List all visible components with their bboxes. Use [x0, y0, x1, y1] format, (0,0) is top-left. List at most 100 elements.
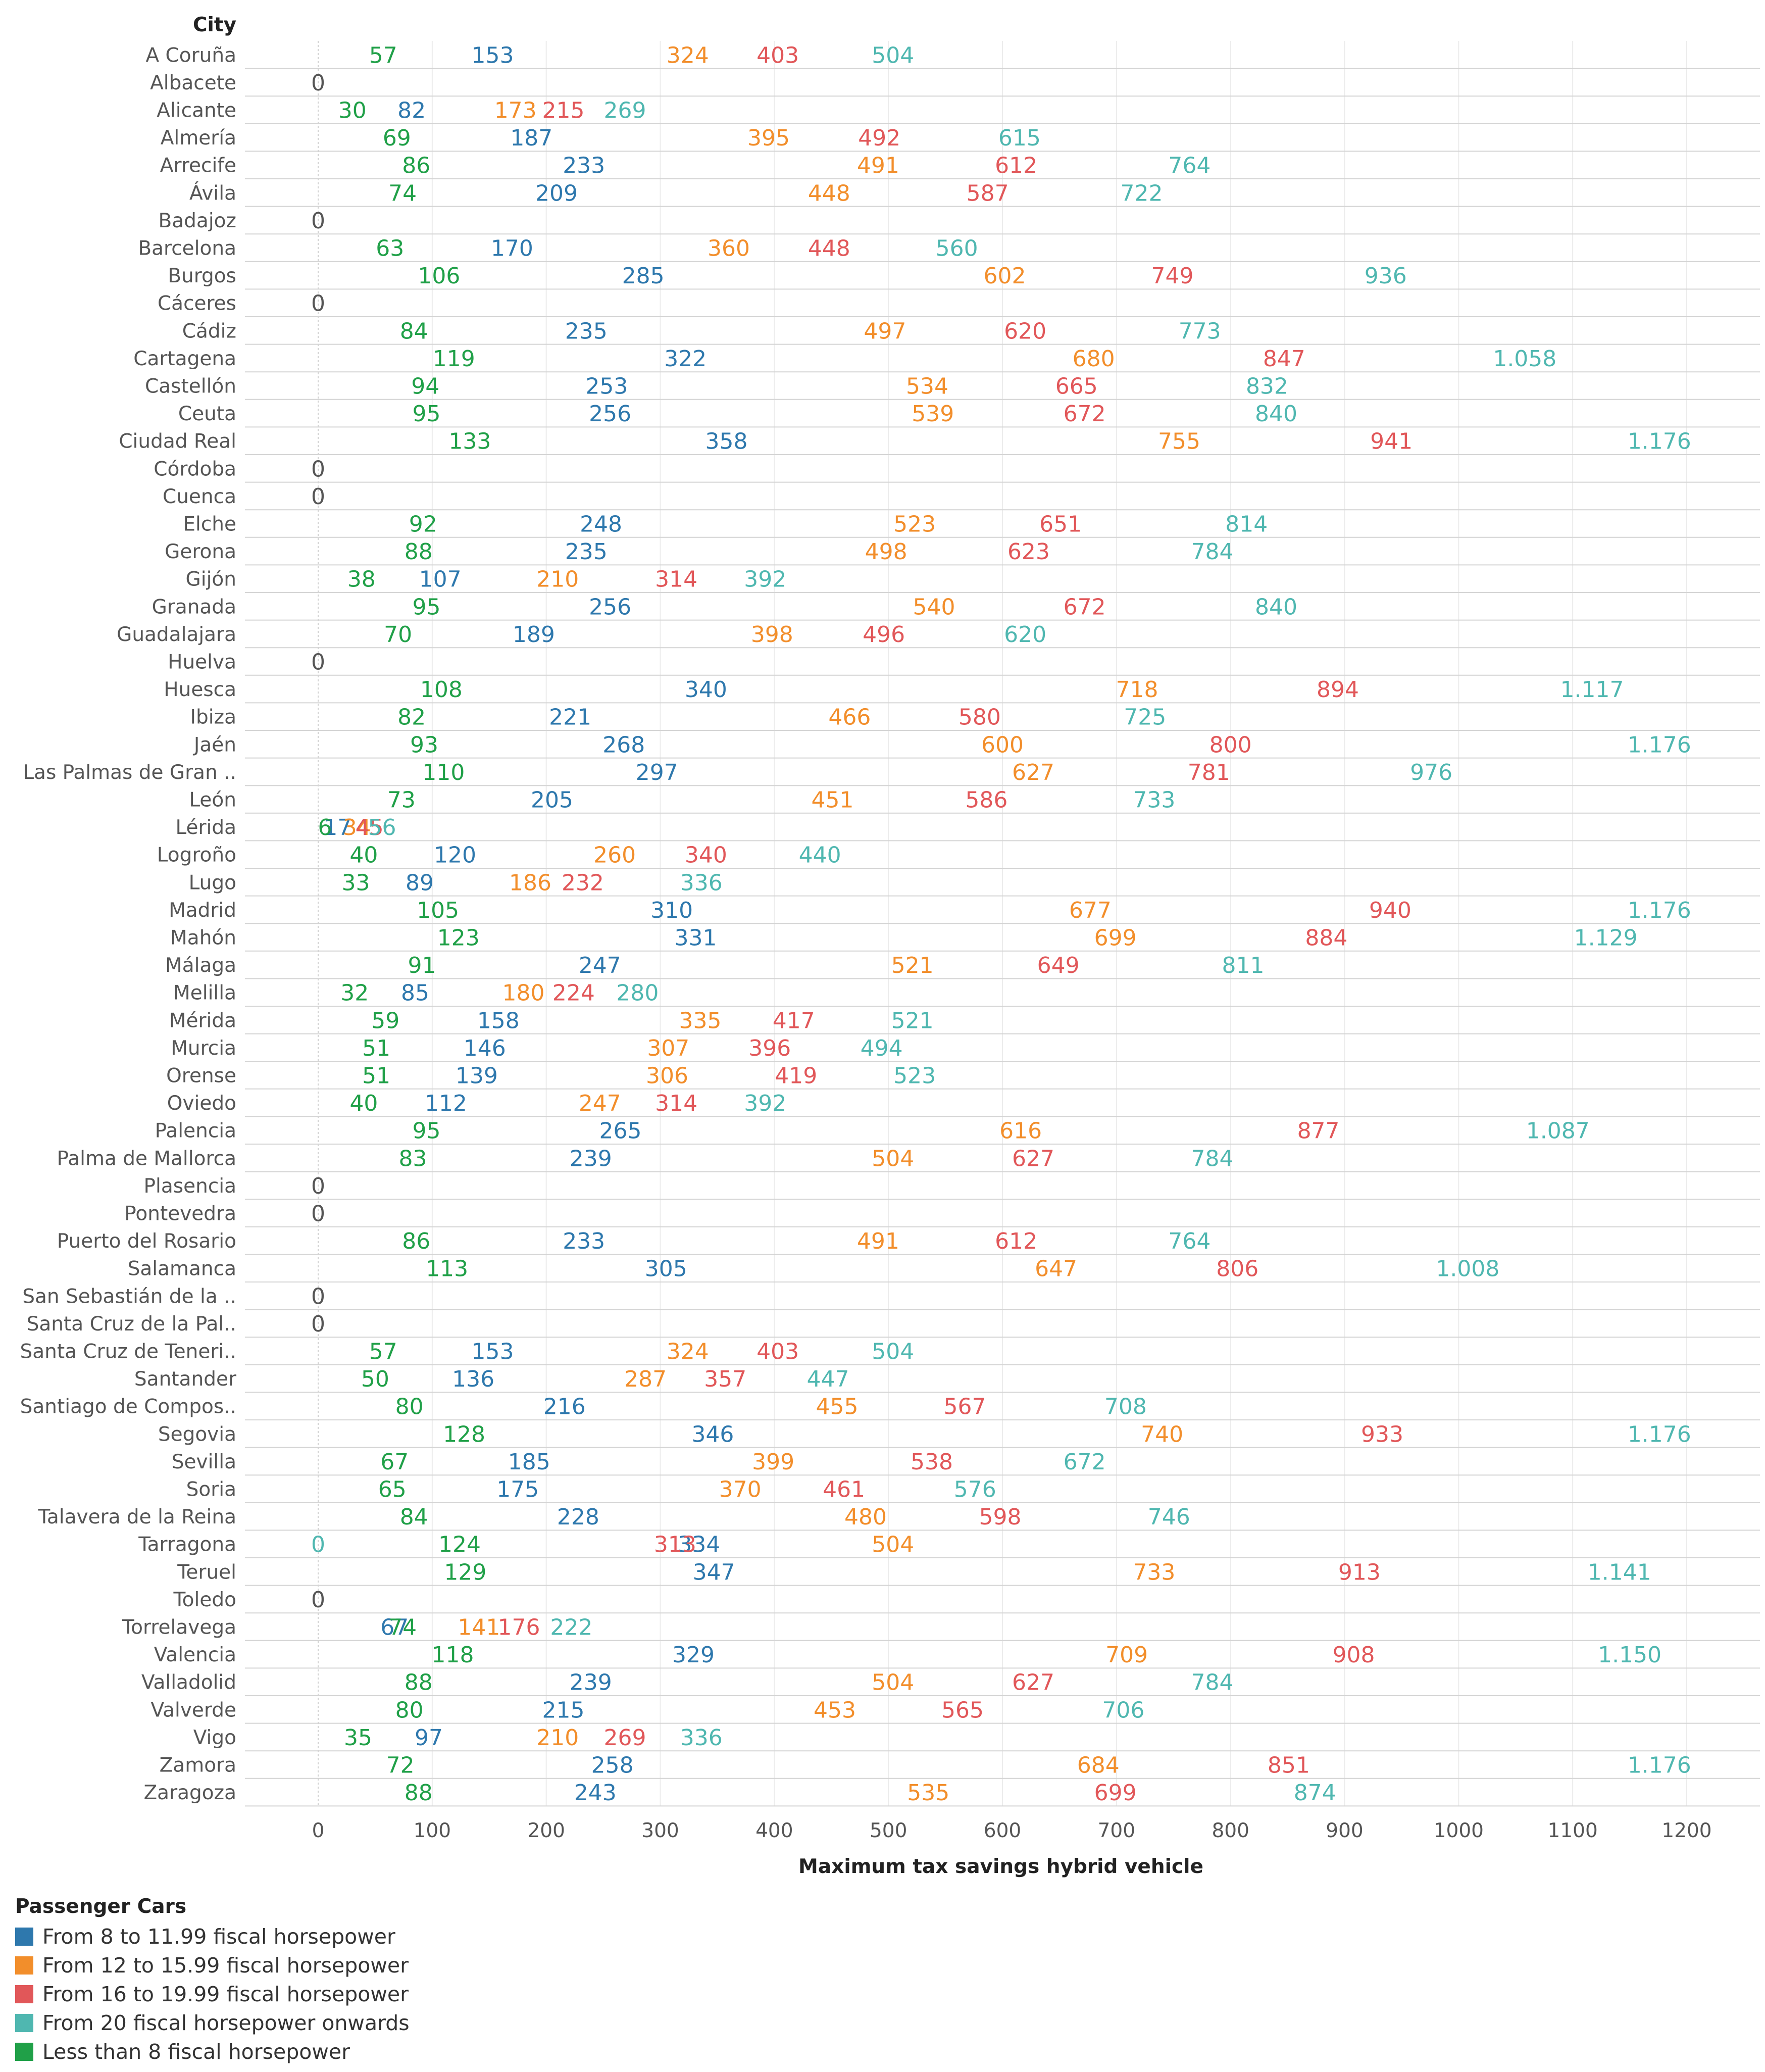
city-label: Sevilla [172, 1451, 236, 1473]
value-label-s16: 620 [1004, 318, 1046, 344]
value-label-slt8: 86 [402, 153, 430, 179]
legend-item[interactable]: Less than 8 fiscal horsepower [15, 2037, 410, 2066]
value-label-s12: 180 [502, 980, 545, 1006]
value-label-s8: 185 [508, 1449, 550, 1475]
value-label-s20: 1.117 [1560, 677, 1624, 703]
city-label: Mahón [170, 927, 236, 950]
legend-item[interactable]: From 8 to 11.99 fiscal horsepower [15, 1922, 410, 1951]
x-tick-label: 400 [755, 1819, 793, 1842]
value-label-s8: 347 [693, 1559, 735, 1585]
value-label-s8: 305 [645, 1256, 687, 1282]
value-label-s16: 565 [941, 1697, 984, 1723]
value-label-s12: 602 [984, 263, 1026, 289]
city-label: Valencia [154, 1644, 236, 1666]
legend-items: From 8 to 11.99 fiscal horsepower From 12… [15, 1922, 410, 2066]
value-label-s16: 340 [685, 843, 727, 868]
value-label-slt8: 86 [402, 1228, 430, 1254]
value-label-s12: 680 [1073, 346, 1115, 372]
city-label: Soria [186, 1478, 236, 1501]
value-label-s16: 781 [1188, 760, 1230, 785]
value-label-s16: 232 [562, 870, 604, 896]
value-label-s20: 840 [1255, 594, 1297, 620]
value-label-s12: 497 [864, 318, 906, 344]
value-label-s20: 560 [936, 236, 978, 262]
value-label-s20: 1.141 [1588, 1559, 1651, 1585]
value-label-zero: 0 [311, 1587, 325, 1613]
city-label: Gijón [186, 568, 236, 591]
legend-title: Passenger Cars [15, 1895, 187, 1918]
value-label-s8: 268 [602, 732, 645, 758]
tax-savings-chart: City A Coruña Albacete Alicante Almería Arre… [20, 14, 1760, 1878]
value-label-s20: 764 [1168, 153, 1211, 179]
city-label: Mérida [169, 1009, 236, 1032]
value-label-s20: 494 [861, 1035, 903, 1061]
value-label-s16: 612 [995, 1228, 1037, 1254]
value-label-s16: 538 [911, 1449, 953, 1475]
value-label-slt8: 82 [397, 705, 426, 730]
value-label-slt8: 119 [433, 346, 475, 372]
value-label-s8: 346 [691, 1421, 734, 1447]
city-label: Arrecife [160, 155, 236, 177]
value-label-s8: 247 [579, 953, 621, 978]
city-label: Ávila [189, 181, 236, 205]
value-label-slt8: 40 [349, 1091, 378, 1116]
value-label-slt8: 91 [408, 953, 436, 978]
value-label-s12: 491 [857, 1228, 899, 1254]
city-label: Palencia [155, 1120, 236, 1143]
value-label-s16: 623 [1007, 539, 1050, 565]
value-label-s12: 186 [509, 870, 551, 896]
value-label-slt8: 94 [411, 374, 439, 400]
legend-swatch [15, 1927, 33, 1946]
city-label: Ibiza [190, 706, 236, 729]
value-label-s12: 210 [536, 1725, 579, 1751]
value-label-s8: 265 [599, 1118, 641, 1144]
value-label-s12: 466 [828, 705, 871, 730]
value-label-s16: 357 [704, 1366, 746, 1392]
city-label: Elche [183, 513, 236, 536]
value-label-s12: 684 [1077, 1753, 1120, 1779]
city-label: Zamora [160, 1754, 236, 1777]
value-label-s16: 913 [1338, 1559, 1381, 1585]
value-label-s8: 358 [705, 429, 747, 455]
value-label-s20: 56 [368, 815, 396, 841]
city-label: Palma de Mallorca [57, 1147, 236, 1170]
value-label-s16: 884 [1305, 925, 1347, 951]
city-label: Plasencia [144, 1175, 236, 1198]
value-label-s12: 647 [1035, 1256, 1077, 1282]
value-label-s20: 1.058 [1493, 346, 1556, 372]
city-label: Las Palmas de Gran .. [23, 761, 236, 784]
value-label-s8: 221 [549, 705, 591, 730]
value-label-s8: 331 [675, 925, 717, 951]
value-label-s8: 340 [685, 677, 727, 703]
value-label-slt8: 93 [410, 732, 438, 758]
x-tick-label: 900 [1326, 1819, 1363, 1842]
city-label: Cáceres [158, 292, 236, 315]
value-label-s16: 586 [965, 787, 1007, 813]
value-label-slt8: 133 [448, 429, 491, 455]
legend-item[interactable]: From 12 to 15.99 fiscal horsepower [15, 1951, 410, 1980]
value-label-s16: 448 [808, 236, 850, 262]
value-label-s20: 773 [1179, 318, 1221, 344]
city-label: Murcia [171, 1037, 236, 1060]
city-label: San Sebastián de la .. [22, 1285, 236, 1308]
value-label-s8: 235 [565, 539, 608, 565]
value-label-s12: 504 [872, 1670, 914, 1696]
value-label-s16: 940 [1369, 898, 1411, 923]
value-label-slt8: 106 [418, 263, 460, 289]
legend-item[interactable]: From 16 to 19.99 fiscal horsepower [15, 1980, 410, 2008]
value-label-s12: 616 [999, 1118, 1042, 1144]
value-label-s16: 314 [655, 1091, 697, 1116]
value-label-s20: 672 [1064, 1449, 1106, 1475]
value-label-s8: 170 [491, 236, 533, 262]
legend-item[interactable]: From 20 fiscal horsepower onwards [15, 2008, 410, 2037]
value-label-s16: 598 [979, 1504, 1021, 1530]
value-label-slt8: 88 [405, 539, 433, 565]
value-label-slt8: 113 [426, 1256, 468, 1282]
city-label: Ceuta [178, 403, 236, 425]
value-label-slt8: 84 [400, 318, 428, 344]
value-label-slt8: 80 [395, 1697, 424, 1723]
value-label-s16: 672 [1064, 401, 1106, 427]
value-label-s16: 461 [823, 1477, 865, 1503]
city-label: Guadalajara [117, 623, 236, 646]
value-label-s12: 399 [752, 1449, 794, 1475]
